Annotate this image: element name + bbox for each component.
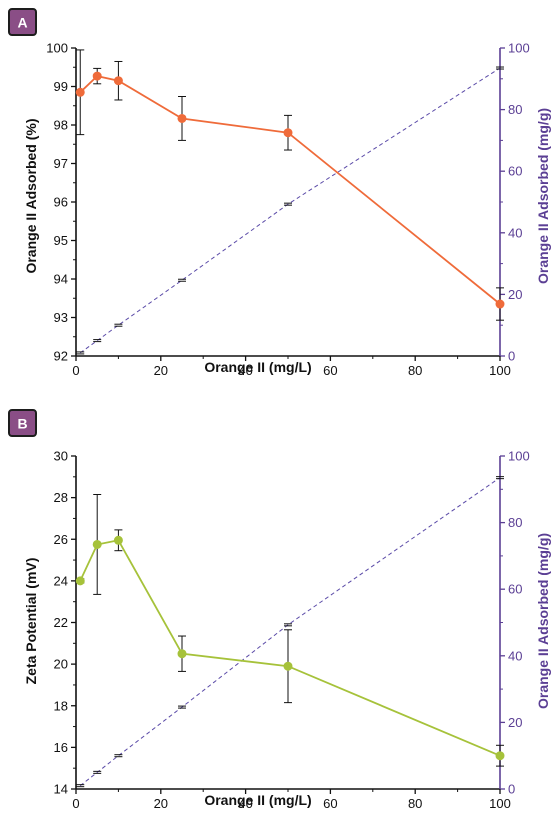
- panel-a-series-line: [79, 75, 501, 305]
- panel-a-badge: A: [8, 8, 37, 36]
- panel-a-x-axis-title: Orange II (mg/L): [204, 359, 311, 375]
- panel-b-y2-tick-label: 0: [508, 782, 515, 797]
- panel-a-data-point: [177, 113, 187, 123]
- panel-b-series-line: [79, 539, 501, 757]
- panel-b-y-tick-label: 14: [54, 782, 68, 797]
- panel-b-x-tick-label: 40: [238, 796, 252, 811]
- panel-a-y-tick-label: 99: [54, 79, 68, 94]
- panel-a-x-tick-label: 100: [489, 363, 511, 378]
- panel-a-y2-tick-label: 60: [508, 164, 522, 179]
- panel-b-y2-tick-label: 60: [508, 582, 522, 597]
- panel-b-x-tick-label: 80: [408, 796, 422, 811]
- panel-a-x-tick-label: 20: [154, 363, 168, 378]
- panel-a-y2-tick-label: 40: [508, 225, 522, 240]
- panel-b-x-tick-label: 20: [154, 796, 168, 811]
- panel-b-dashed-series-line: [79, 477, 501, 787]
- panel-a-dashed-series-line: [79, 67, 501, 354]
- panel-b-y-tick-label: 16: [54, 740, 68, 755]
- panel-b-y-tick-label: 24: [54, 573, 68, 588]
- panel-a-y-tick-label: 92: [54, 349, 68, 364]
- panel-a-x-tick-label: 60: [323, 363, 337, 378]
- panel-b-y-tick-label: 20: [54, 657, 68, 672]
- panel-b-data-point: [283, 661, 293, 671]
- panel-b-x-axis-title: Orange II (mg/L): [204, 792, 311, 808]
- panel-b-y-tick-label: 18: [54, 698, 68, 713]
- panel-b-data-point: [75, 576, 85, 586]
- panel-a-data-point: [495, 299, 505, 309]
- panel-a-y2-axis-title: Orange II Adsorbed (mg/g): [535, 108, 551, 284]
- panel-b-y-tick-label: 30: [54, 449, 68, 464]
- panel-b-x-tick-label: 100: [489, 796, 511, 811]
- panel-a-y-tick-label: 98: [54, 118, 68, 133]
- panel-b-badge-label: B: [17, 416, 27, 432]
- panel-b-y2-tick-label: 100: [508, 449, 530, 464]
- panel-b-y-tick-label: 26: [54, 532, 68, 547]
- panel-a-badge-box: [8, 8, 37, 36]
- panel-a-y2-tick-label: 100: [508, 41, 530, 56]
- panel-b-y2-tick-label: 20: [508, 715, 522, 730]
- panel-b-badge-box: [8, 409, 37, 437]
- panel-a-data-point: [113, 76, 123, 86]
- panel-b-y2-tick-label: 80: [508, 515, 522, 530]
- panel-b-y-tick-label: 22: [54, 615, 68, 630]
- panel-a-x-tick-label: 40: [238, 363, 252, 378]
- panel-b-x-tick-label: 60: [323, 796, 337, 811]
- panel-b-x-tick-label: 0: [72, 796, 79, 811]
- panel-a-y2-tick-label: 20: [508, 287, 522, 302]
- panel-b-y2-tick-label: 40: [508, 648, 522, 663]
- panel-b-y2-axis-title: Orange II Adsorbed (mg/g): [535, 533, 551, 709]
- panel-a-badge-label: A: [17, 15, 27, 31]
- panel-a-data-point: [283, 128, 293, 138]
- panel-a-y-tick-label: 100: [46, 41, 68, 56]
- panel-a-x-tick-label: 80: [408, 363, 422, 378]
- panel-a-y-tick-label: 95: [54, 233, 68, 248]
- panel-a-y-tick-label: 93: [54, 310, 68, 325]
- panel-a-y2-tick-label: 0: [508, 349, 515, 364]
- panel-b-data-point: [495, 751, 505, 761]
- panel-b-data-point: [92, 539, 102, 549]
- panel-a-y-axis-title: Orange II Adsorbed (%): [23, 118, 39, 273]
- panel-a-y-tick-label: 96: [54, 195, 68, 210]
- panel-a-data-point: [92, 71, 102, 81]
- panel-b-data-point: [177, 649, 187, 659]
- panel-b-data-point: [113, 535, 123, 545]
- panel-a-x-tick-label: 0: [72, 363, 79, 378]
- panel-b-y-axis-title: Zeta Potential (mV): [23, 558, 39, 685]
- panel-b-badge: B: [8, 409, 37, 437]
- panel-a-y2-tick-label: 80: [508, 102, 522, 117]
- panel-a-y-tick-label: 97: [54, 156, 68, 171]
- panel-b-y-tick-label: 28: [54, 490, 68, 505]
- panel-a-y-tick-label: 94: [54, 272, 68, 287]
- panel-a-data-point: [75, 87, 85, 97]
